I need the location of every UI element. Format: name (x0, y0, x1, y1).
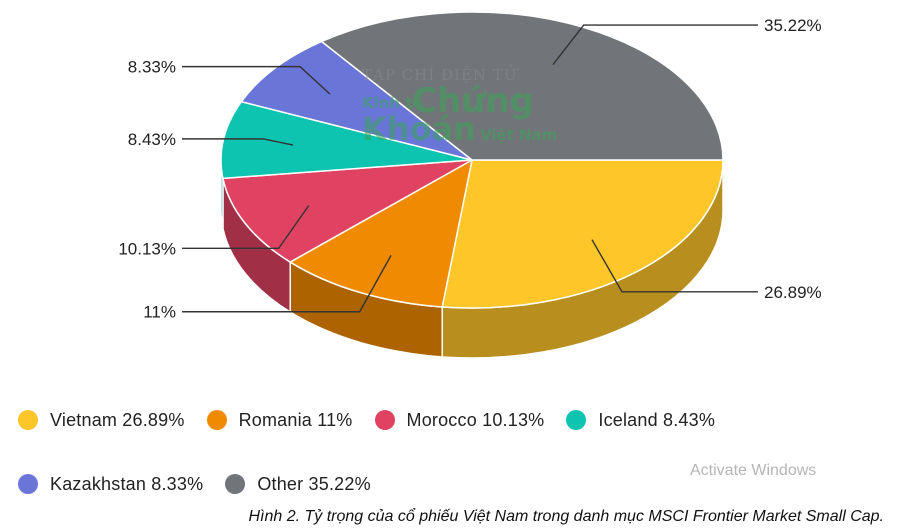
legend-label: Romania 11% (238, 409, 353, 430)
legend-swatch-icon (374, 410, 395, 430)
pie-3d-sides (220, 159, 724, 359)
legend-swatch-icon (18, 474, 38, 494)
leader-other (552, 24, 758, 66)
legend-item-vietnam[interactable]: Vietnam 26.89% (18, 408, 185, 432)
watermark-line5: Việt Nam (480, 126, 557, 144)
legend-label: Morocco 10.13% (406, 409, 545, 430)
legend-swatch-icon (18, 410, 38, 430)
windows-activation-watermark: Activate Windows (690, 462, 817, 479)
legend-label: Iceland 8.43% (598, 409, 716, 430)
legend-swatch-icon (225, 474, 246, 494)
legend-label: Other 35.22% (257, 473, 371, 494)
slice-vietnam (441, 159, 724, 309)
watermark-line1: TẠP CHÍ ĐIỆN TỬ (362, 64, 519, 84)
leader-morocco (182, 205, 310, 250)
figure-caption: Hình 2. Tỷ trọng của cổ phiếu Việt Nam t… (248, 508, 884, 525)
legend-item-other[interactable]: Other 35.22% (225, 472, 371, 496)
watermark-line3: Chứng (412, 81, 534, 121)
data-label-morocco: 10.13% (118, 239, 176, 258)
legend-swatch-icon (206, 410, 227, 430)
leader-vietnam (591, 239, 758, 293)
data-label-other: 35.22% (764, 16, 822, 35)
data-labels: 26.89% 11% 10.13% 8.43% 8.33% 35.22% (118, 16, 821, 322)
legend-label: Vietnam 26.89% (50, 409, 185, 430)
data-label-vietnam: 26.89% (764, 283, 822, 302)
slice-morocco (222, 159, 473, 263)
leader-iceland (182, 138, 294, 146)
pie-chart: TẠP CHÍ ĐIỆN TỬ Kinh tế Chứng Khoán Việt… (118, 11, 822, 359)
chart-legend: Vietnam 26.89% Romania 11% Morocco 10.13% I… (18, 408, 898, 496)
legend-item-romania[interactable]: Romania 11% (206, 408, 353, 432)
legend-item-iceland[interactable]: Iceland 8.43% (566, 408, 715, 432)
slice-other (320, 11, 724, 161)
leader-romania (182, 254, 392, 313)
leader-kazakhstan (182, 65, 331, 95)
legend-item-morocco[interactable]: Morocco 10.13% (374, 408, 545, 432)
slice-romania (288, 158, 474, 308)
legend-item-kazakhstan[interactable]: Kazakhstan 8.33% (18, 472, 203, 496)
slice-kazakhstan (240, 40, 473, 161)
legend-swatch-icon (566, 410, 587, 430)
data-label-iceland: 8.43% (128, 130, 176, 149)
watermark-line2: Kinh tế (362, 93, 424, 112)
data-label-romania: 11% (143, 303, 176, 322)
data-label-kazakhstan: 8.33% (128, 58, 176, 77)
pie-slices (220, 11, 724, 309)
watermark-line4: Khoán (362, 110, 476, 148)
legend-label: Kazakhstan 8.33% (50, 473, 204, 494)
watermark-logo: TẠP CHÍ ĐIỆN TỬ Kinh tế Chứng Khoán Việt… (362, 64, 557, 148)
